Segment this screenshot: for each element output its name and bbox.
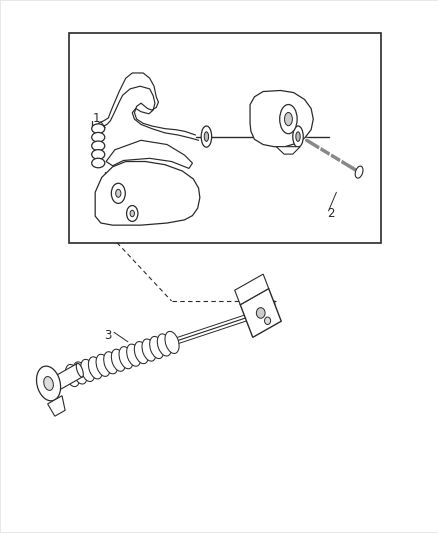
Text: 3: 3 (104, 329, 112, 342)
Ellipse shape (119, 346, 133, 369)
Ellipse shape (201, 126, 211, 147)
Ellipse shape (92, 141, 105, 151)
Polygon shape (276, 147, 300, 154)
Ellipse shape (111, 349, 125, 372)
Ellipse shape (279, 104, 297, 134)
Polygon shape (250, 91, 313, 147)
Ellipse shape (264, 317, 270, 325)
Polygon shape (95, 161, 199, 225)
Ellipse shape (96, 354, 110, 376)
Ellipse shape (103, 352, 117, 374)
Ellipse shape (92, 124, 105, 133)
Polygon shape (240, 288, 281, 337)
Ellipse shape (256, 308, 265, 318)
Ellipse shape (111, 183, 125, 204)
Ellipse shape (284, 112, 292, 126)
Ellipse shape (88, 357, 102, 379)
Ellipse shape (73, 362, 87, 384)
Ellipse shape (165, 332, 179, 353)
Polygon shape (53, 364, 82, 391)
Polygon shape (106, 140, 192, 168)
Text: 1: 1 (92, 111, 100, 125)
Ellipse shape (130, 211, 134, 216)
Ellipse shape (81, 359, 95, 382)
Ellipse shape (116, 189, 120, 197)
Polygon shape (47, 395, 65, 416)
Ellipse shape (126, 206, 138, 221)
Ellipse shape (134, 342, 148, 364)
Text: 2: 2 (326, 207, 334, 220)
Ellipse shape (36, 366, 60, 401)
Bar (69, 33, 380, 243)
Ellipse shape (149, 336, 163, 359)
Ellipse shape (204, 132, 208, 141)
Ellipse shape (354, 166, 362, 178)
Ellipse shape (127, 344, 141, 366)
Ellipse shape (92, 150, 105, 159)
Ellipse shape (44, 376, 53, 390)
Ellipse shape (92, 133, 105, 142)
Ellipse shape (65, 365, 79, 386)
Polygon shape (234, 274, 268, 305)
Ellipse shape (157, 334, 171, 356)
Ellipse shape (92, 158, 105, 168)
Ellipse shape (295, 132, 300, 141)
Ellipse shape (141, 339, 156, 361)
Ellipse shape (52, 377, 59, 391)
Ellipse shape (76, 364, 83, 377)
Ellipse shape (292, 126, 303, 147)
